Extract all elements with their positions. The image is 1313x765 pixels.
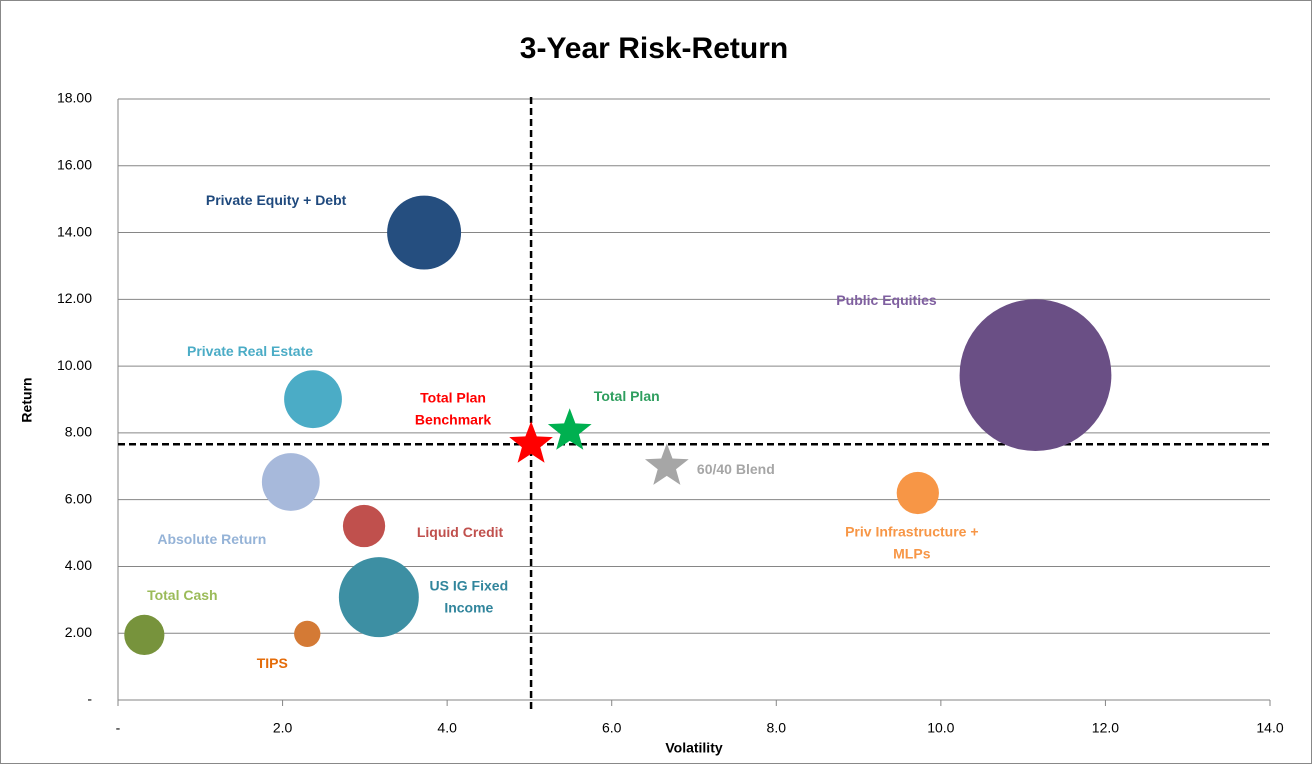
x-tick-label: 2.0 <box>273 720 293 736</box>
bubble <box>896 471 939 515</box>
y-tick-label: 4.00 <box>65 557 92 573</box>
point-label: Total Plan <box>593 388 660 405</box>
bubble <box>387 195 462 270</box>
point-label: US IG Fixed Income <box>429 577 509 616</box>
y-tick-label: 8.00 <box>65 424 92 440</box>
chart-title: 3-Year Risk-Return <box>520 32 788 65</box>
x-tick-label: 6.0 <box>602 720 622 736</box>
y-tick-label: 12.00 <box>57 290 92 306</box>
point-label: Public Equities <box>836 292 937 309</box>
y-tick-label: - <box>87 691 92 707</box>
y-tick-label: 10.00 <box>57 357 92 373</box>
star-marker <box>645 443 689 485</box>
point-label: TIPS <box>256 655 288 672</box>
star-marker <box>547 408 592 450</box>
x-tick-label: - <box>116 720 121 736</box>
point-label: Total Plan Benchmark <box>414 389 492 428</box>
bubble <box>338 557 419 638</box>
bubble <box>959 299 1112 452</box>
x-tick-label: 12.0 <box>1092 720 1119 736</box>
star-marker <box>509 421 553 463</box>
bubble <box>294 620 321 648</box>
y-tick-label: 6.00 <box>65 490 92 506</box>
bubble <box>261 453 320 511</box>
x-tick-label: 4.0 <box>437 720 457 736</box>
bubble <box>284 370 342 429</box>
point-label: Total Cash <box>147 587 218 604</box>
point-label: Absolute Return <box>157 531 267 548</box>
x-axis-title: Volatility <box>665 740 723 756</box>
y-tick-label: 18.00 <box>57 90 92 106</box>
point-label: Private Equity + Debt <box>205 191 347 208</box>
y-axis-title: Return <box>19 377 35 422</box>
point-label: Liquid Credit <box>416 524 504 541</box>
point-label: Private Real Estate <box>186 343 314 360</box>
y-tick-label: 2.00 <box>65 624 92 640</box>
y-tick-label: 16.00 <box>57 156 92 172</box>
y-tick-label: 14.00 <box>57 223 92 239</box>
point-label: 60/40 Blend <box>696 461 775 478</box>
x-tick-label: 10.0 <box>927 720 954 736</box>
bubble <box>342 504 386 548</box>
bubble <box>124 614 165 655</box>
point-label: Priv Infrastructure + MLPs <box>845 523 979 561</box>
x-tick-label: 8.0 <box>767 720 787 736</box>
x-tick-label: 14.0 <box>1256 720 1283 736</box>
